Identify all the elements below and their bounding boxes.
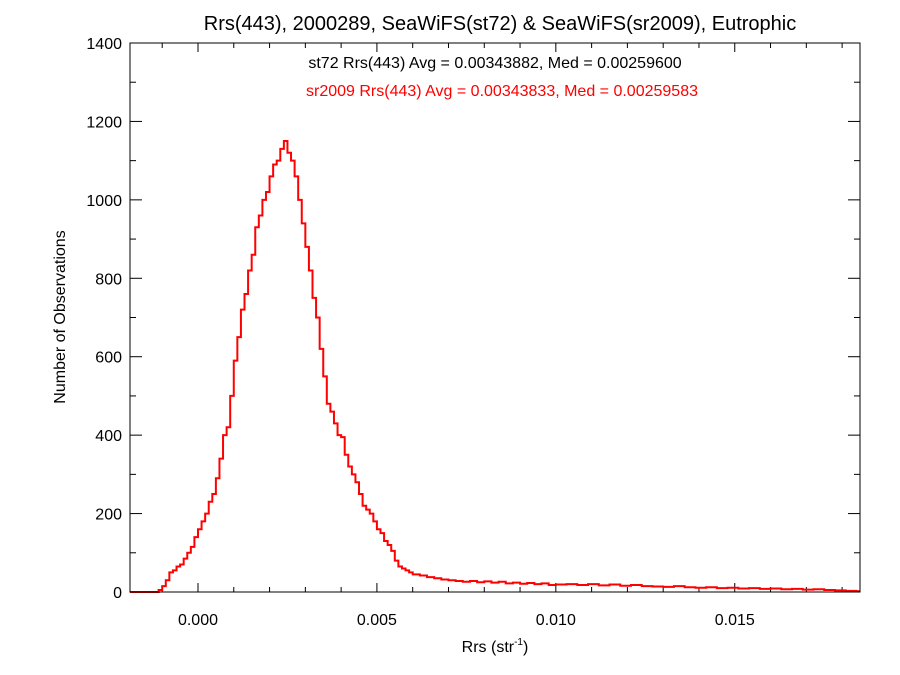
x-axis-label-suffix: ) [523,639,528,656]
x-axis-label-main: Rrs (str [462,639,515,656]
y-axis-label: Number of Observations [52,230,69,403]
x-tick-label: 0.000 [178,612,218,629]
annotation-st72: st72 Rrs(443) Avg = 0.00343882, Med = 0.… [308,55,681,72]
x-tick-label: 0.005 [357,612,397,629]
x-tick-label: 0.010 [536,612,576,629]
x-tick-label: 0.015 [715,612,755,629]
annotation-sr2009: sr2009 Rrs(443) Avg = 0.00343833, Med = … [306,83,698,100]
histogram-line [130,140,860,593]
tick-labels: 0.000 0.005 0.010 0.015 0 200 400 600 800 1000 120… [86,36,754,629]
y-tick-label: 0 [113,585,122,602]
y-tick-label: 800 [95,271,122,288]
x-axis-label: Rrs (str-1) [462,637,529,656]
y-tick-label: 1200 [86,114,122,131]
plot-frame [129,42,861,593]
y-tick-label: 400 [95,428,122,445]
y-tick-label: 600 [95,350,122,367]
y-tick-label: 1400 [86,36,122,53]
axis-ticks [130,42,860,593]
chart-title: Rrs(443), 2000289, SeaWiFS(st72) & SeaWi… [204,13,796,35]
x-axis-label-sup: -1 [514,637,523,648]
y-tick-label: 200 [95,507,122,524]
y-tick-label: 1000 [86,193,122,210]
